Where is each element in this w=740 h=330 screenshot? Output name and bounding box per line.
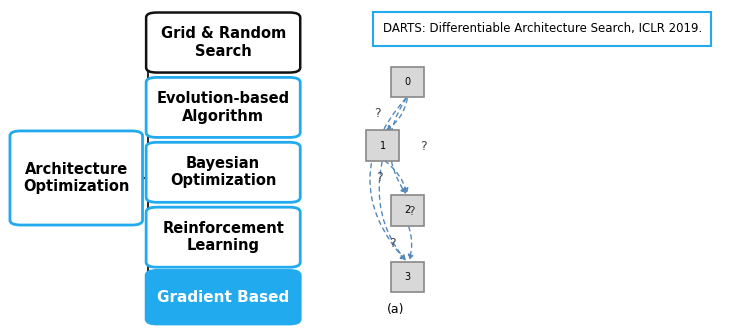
FancyBboxPatch shape (391, 67, 424, 97)
FancyBboxPatch shape (146, 142, 300, 202)
FancyBboxPatch shape (146, 13, 300, 73)
Text: ?: ? (374, 107, 380, 120)
FancyBboxPatch shape (391, 195, 424, 225)
Text: Gradient Based: Gradient Based (157, 290, 289, 305)
FancyBboxPatch shape (391, 262, 424, 292)
Text: Architecture
Optimization: Architecture Optimization (23, 162, 130, 194)
Text: ?: ? (376, 172, 383, 184)
FancyBboxPatch shape (366, 130, 399, 161)
Text: 0: 0 (405, 77, 411, 87)
FancyBboxPatch shape (146, 271, 300, 324)
Text: (a): (a) (387, 303, 404, 316)
Text: Reinforcement
Learning: Reinforcement Learning (162, 221, 284, 253)
FancyBboxPatch shape (10, 131, 143, 225)
Text: ?: ? (388, 237, 395, 250)
Text: Grid & Random
Search: Grid & Random Search (161, 26, 286, 59)
FancyBboxPatch shape (146, 207, 300, 267)
FancyBboxPatch shape (374, 12, 711, 46)
Text: 1: 1 (380, 141, 386, 150)
Text: ?: ? (420, 140, 427, 153)
FancyBboxPatch shape (146, 78, 300, 137)
Text: DARTS: Differentiable Architecture Search, ICLR 2019.: DARTS: Differentiable Architecture Searc… (383, 22, 702, 35)
Text: 2: 2 (405, 205, 411, 215)
Text: Bayesian
Optimization: Bayesian Optimization (170, 156, 276, 188)
Text: ?: ? (408, 205, 414, 218)
Text: 3: 3 (405, 272, 411, 282)
Text: Evolution-based
Algorithm: Evolution-based Algorithm (157, 91, 290, 124)
